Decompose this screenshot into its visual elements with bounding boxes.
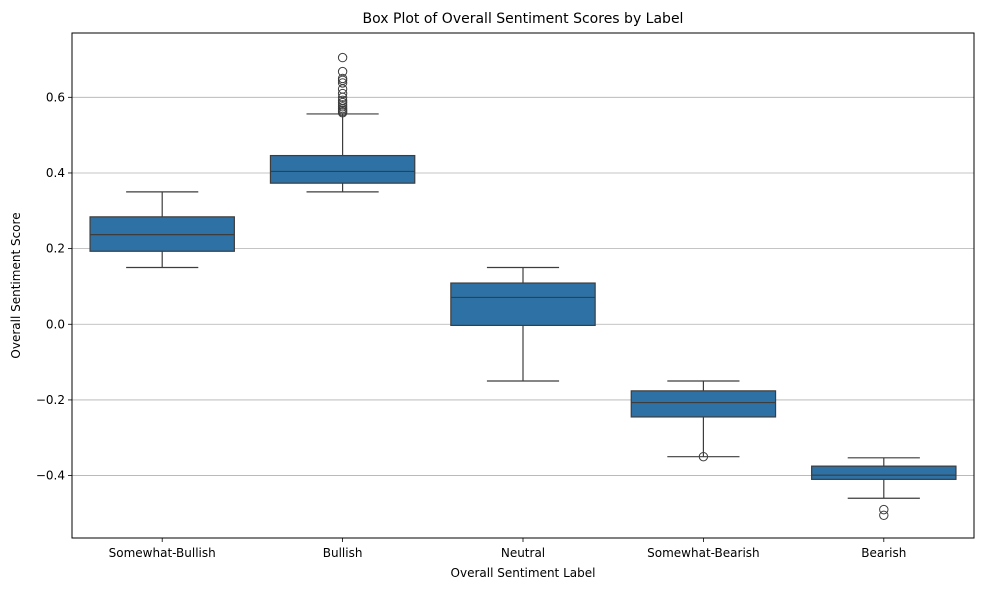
box-group-bullish bbox=[269, 52, 416, 193]
x-tick-label: Somewhat-Bullish bbox=[109, 546, 216, 560]
box-group-bearish bbox=[811, 457, 957, 521]
box-group-somewhat-bullish bbox=[89, 191, 235, 269]
outlier-point bbox=[337, 73, 348, 84]
box-iqr bbox=[269, 154, 416, 184]
marks-layer bbox=[89, 52, 957, 521]
outlier-point bbox=[337, 66, 348, 77]
outlier-point bbox=[337, 88, 348, 99]
box-iqr bbox=[630, 390, 777, 418]
outlier-point bbox=[337, 95, 348, 106]
outlier-point bbox=[337, 52, 348, 63]
y-axis-label: Overall Sentiment Score bbox=[9, 212, 23, 358]
x-axis-label: Overall Sentiment Label bbox=[451, 566, 596, 580]
outlier-point bbox=[337, 78, 348, 88]
y-tick-label: 0.2 bbox=[46, 242, 65, 256]
y-tick-label: −0.4 bbox=[36, 469, 65, 483]
outlier-point bbox=[879, 510, 889, 521]
x-tick-label: Somewhat-Bearish bbox=[647, 546, 760, 560]
box-group-neutral bbox=[450, 266, 596, 382]
box-group-somewhat-bearish bbox=[630, 380, 777, 462]
x-tick-label: Bearish bbox=[861, 546, 906, 560]
x-tick-label: Neutral bbox=[501, 546, 545, 560]
y-tick-label: 0.0 bbox=[46, 317, 65, 331]
chart-title: Box Plot of Overall Sentiment Scores by … bbox=[363, 11, 684, 27]
outlier-point bbox=[698, 451, 709, 462]
outlier-point bbox=[337, 97, 348, 108]
y-tick-label: −0.2 bbox=[36, 393, 65, 407]
x-tick-label: Bullish bbox=[323, 546, 363, 560]
y-tick-label: 0.6 bbox=[46, 90, 65, 104]
box-iqr bbox=[811, 465, 957, 480]
outlier-point bbox=[879, 504, 889, 515]
y-tick-label: 0.4 bbox=[46, 166, 65, 180]
outlier-point bbox=[337, 100, 348, 110]
box-iqr bbox=[450, 282, 596, 327]
ticks-layer: −0.4 −0.2 0.0 0.2 0.4 0.6 Somewhat-Bullish Bull… bbox=[36, 90, 906, 560]
